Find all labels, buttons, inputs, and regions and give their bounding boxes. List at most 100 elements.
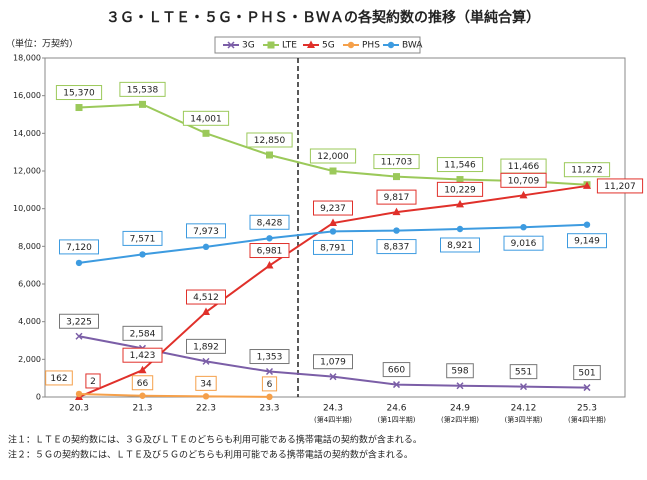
label-box <box>313 354 353 370</box>
label-box <box>249 349 290 365</box>
data-label: 7,120 <box>66 243 92 253</box>
legend-label: 5G <box>322 41 335 51</box>
x-tick-note: (第3四半期) <box>505 415 543 424</box>
marker <box>456 199 464 208</box>
marker <box>139 251 146 258</box>
y-tick-label: 6,000 <box>18 280 41 289</box>
data-label: 1,353 <box>257 353 283 363</box>
legend-label: LTE <box>282 41 297 51</box>
data-label: 66 <box>137 379 149 389</box>
label-box <box>186 223 226 239</box>
marker <box>202 357 210 365</box>
data-label: 6,981 <box>257 247 283 257</box>
marker <box>139 100 146 108</box>
label-box <box>249 214 290 230</box>
marker <box>267 41 275 49</box>
data-label: 1,892 <box>193 342 219 352</box>
marker <box>75 390 83 398</box>
label-box <box>503 235 544 251</box>
data-label: 8,921 <box>447 241 473 251</box>
marker <box>393 227 400 234</box>
label-box <box>596 178 644 194</box>
marker <box>202 129 210 137</box>
marker <box>265 261 274 269</box>
data-label: 15,370 <box>63 89 95 99</box>
data-label: 11,703 <box>381 158 413 168</box>
label-box <box>573 365 601 381</box>
label-box <box>436 181 484 197</box>
plot-frame <box>44 57 626 398</box>
data-label: 7,973 <box>193 227 219 237</box>
x-tick-label: 21.3 <box>132 404 152 414</box>
data-label: 10,229 <box>444 185 476 195</box>
data-label: 11,207 <box>604 182 636 192</box>
label-box <box>246 132 293 148</box>
marker <box>387 41 395 49</box>
legend-label: PHS <box>362 41 380 51</box>
x-tick-label: 20.3 <box>69 404 89 414</box>
label-box <box>446 363 474 379</box>
marker <box>456 176 464 184</box>
data-label: 551 <box>515 368 532 378</box>
y-tick-label: 16,000 <box>13 91 41 100</box>
data-label: 3,225 <box>66 317 92 327</box>
data-label: 9,237 <box>320 204 346 214</box>
label-box <box>131 375 154 391</box>
data-label: 11,272 <box>571 166 603 176</box>
label-box <box>122 325 163 341</box>
x-tick-label: 25.3 <box>577 404 597 414</box>
x-tick-label: 24.9 <box>450 404 470 414</box>
y-tick-label: 4,000 <box>18 317 41 326</box>
label-box <box>373 154 420 170</box>
y-tick-label: 8,000 <box>18 242 41 251</box>
y-axis-label: （単位：万契約） <box>6 38 78 50</box>
note: 注１：ＬＴＥの契約数には、３Ｇ及びＬＴＥのどちらも利用可能である携帯電話の契約数… <box>8 434 422 446</box>
data-label: 14,001 <box>190 114 222 124</box>
label-box <box>309 148 357 164</box>
data-label: 4,512 <box>193 293 219 303</box>
label-box <box>440 237 480 253</box>
label-box <box>59 313 99 329</box>
label-box <box>436 157 484 173</box>
data-label: 8,428 <box>257 218 283 228</box>
label-box <box>376 239 417 255</box>
data-label: 9,016 <box>511 239 537 249</box>
marker <box>202 243 210 251</box>
legend-label: 3G <box>242 41 255 51</box>
y-tick-label: 2,000 <box>18 355 41 364</box>
label-box <box>313 239 353 255</box>
marker <box>75 332 83 340</box>
marker <box>138 365 147 374</box>
x-tick-label: 22.3 <box>196 404 216 414</box>
label-box <box>261 376 278 392</box>
label-box <box>567 233 607 249</box>
x-tick-label: 24.3 <box>323 404 343 414</box>
label-box <box>563 162 611 178</box>
data-label: 9,149 <box>574 237 600 247</box>
legend-label: BWA <box>402 41 423 51</box>
data-label: 8,791 <box>320 243 346 253</box>
label-box <box>195 375 217 391</box>
y-tick-label: 14,000 <box>13 129 41 138</box>
marker <box>329 373 337 381</box>
note: 注２：５Ｇの契約数には、ＬＴＥ及び５Ｇのどちらも利用可能である携帯電話の契約数が… <box>8 449 413 461</box>
marker <box>392 207 401 216</box>
label-box <box>376 189 417 205</box>
x-tick-label: 23.3 <box>259 404 279 414</box>
marker <box>329 228 337 235</box>
data-label: 9,817 <box>384 193 410 203</box>
marker <box>456 225 464 233</box>
marker <box>583 221 591 228</box>
label-box <box>55 85 103 101</box>
label-box <box>186 338 226 354</box>
marker <box>265 367 274 376</box>
marker <box>75 259 83 267</box>
chart-title: ３Ｇ・ＬＴＥ・５Ｇ・ＰＨＳ・ＢＷＡの各契約数の推移（単純合算） <box>106 9 540 26</box>
label-box <box>186 289 226 305</box>
marker <box>266 151 273 159</box>
series-line <box>78 392 270 398</box>
marker <box>307 40 315 48</box>
marker <box>75 104 83 112</box>
label-box <box>509 364 538 380</box>
marker <box>202 307 210 316</box>
